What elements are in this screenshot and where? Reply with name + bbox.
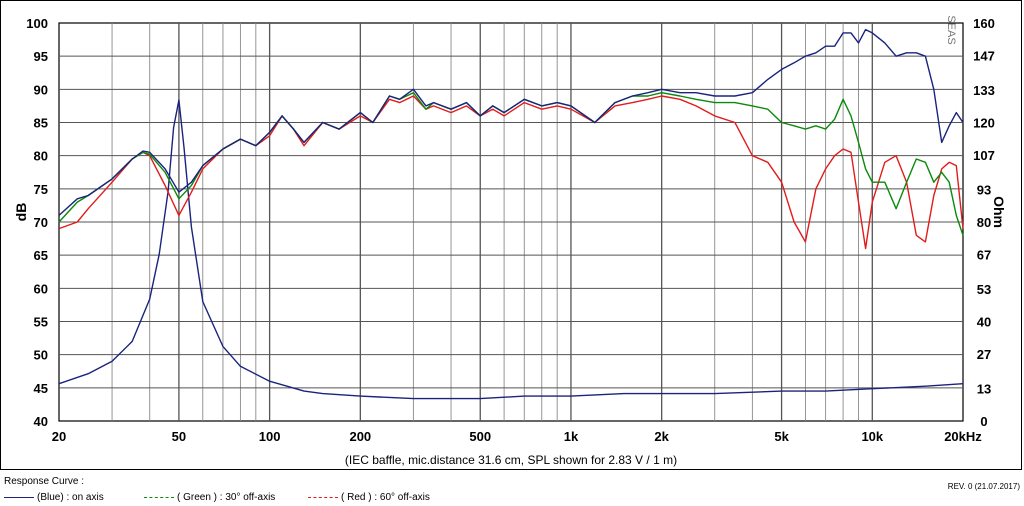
revision-label: REV. 0 (21.07.2017) bbox=[947, 482, 1020, 491]
y-tick-label: 80 bbox=[34, 149, 48, 164]
y2-tick-label: 27 bbox=[977, 347, 991, 362]
x-tick-label: 500 bbox=[469, 429, 491, 444]
y-tick-label: 60 bbox=[34, 281, 48, 296]
y2-tick-label: 53 bbox=[977, 282, 991, 297]
y-tick-label: 65 bbox=[34, 248, 48, 263]
legend-title: Response Curve : bbox=[4, 476, 85, 487]
y-tick-label: 40 bbox=[34, 414, 48, 429]
tick-labels: 20 50 100 200 500 1k 2k 5k 10k 20kHz1009590858075… bbox=[26, 16, 995, 444]
y2-tick-label: 133 bbox=[973, 83, 995, 98]
legend-item-blue: (Blue) : on axis bbox=[4, 492, 104, 503]
y2-tick-label: 40 bbox=[977, 315, 991, 330]
legend-swatch-green bbox=[144, 497, 174, 498]
x-tick-label: 1k bbox=[564, 429, 579, 444]
seas-watermark: SEAS bbox=[945, 15, 957, 44]
y-tick-label: 90 bbox=[34, 82, 48, 97]
y-tick-label: 55 bbox=[34, 315, 48, 330]
y-tick-label: 50 bbox=[34, 348, 48, 363]
y2-tick-label: 120 bbox=[973, 116, 995, 131]
y-axis-label: dB bbox=[13, 203, 29, 222]
x-tick-label: 2k bbox=[654, 429, 669, 444]
legend: Response Curve : (Blue) : on axis ( Gree… bbox=[4, 476, 1020, 506]
y2-tick-label: 80 bbox=[977, 215, 991, 230]
legend-swatch-blue bbox=[4, 497, 34, 498]
y-tick-label: 85 bbox=[34, 116, 48, 131]
y-tick-label: 95 bbox=[34, 49, 48, 64]
curves bbox=[58, 28, 964, 400]
chart-frame bbox=[0, 0, 1022, 470]
x-tick-label: 200 bbox=[349, 429, 371, 444]
y2-tick-label: 93 bbox=[977, 183, 991, 198]
x-tick-label: 50 bbox=[172, 429, 186, 444]
y2-tick-label: 0 bbox=[980, 414, 987, 429]
x-tick-label: 100 bbox=[259, 429, 281, 444]
y2-tick-label: 13 bbox=[977, 382, 991, 397]
legend-swatch-red bbox=[308, 497, 338, 498]
chart-caption: (IEC baffle, mic.distance 31.6 cm, SPL s… bbox=[345, 453, 677, 467]
series-line-blue bbox=[58, 28, 964, 216]
frequency-response-chart: 20 50 100 200 500 1k 2k 5k 10k 20kHz1009590858075… bbox=[13, 15, 1007, 467]
grid-lines bbox=[58, 22, 964, 422]
x-tick-label: 20kHz bbox=[944, 429, 982, 444]
y-tick-label: 100 bbox=[26, 16, 48, 31]
x-tick-label: 10k bbox=[861, 429, 883, 444]
legend-item-red: ( Red ) : 60° off-axis bbox=[308, 492, 430, 503]
y2-tick-label: 160 bbox=[973, 16, 995, 31]
y2-axis-label: Ohm bbox=[991, 196, 1007, 228]
legend-label-red: ( Red ) : 60° off-axis bbox=[341, 492, 430, 503]
legend-label-blue: (Blue) : on axis bbox=[37, 492, 104, 503]
y-tick-label: 70 bbox=[34, 215, 48, 230]
x-tick-label: 5k bbox=[774, 429, 789, 444]
y2-tick-label: 67 bbox=[977, 247, 991, 262]
x-tick-label: 20 bbox=[52, 429, 66, 444]
y-tick-label: 75 bbox=[34, 182, 48, 197]
legend-item-green: ( Green ) : 30° off-axis bbox=[144, 492, 275, 503]
y2-tick-label: 107 bbox=[973, 148, 995, 163]
y-tick-label: 45 bbox=[34, 381, 48, 396]
y2-tick-label: 147 bbox=[973, 48, 995, 63]
legend-label-green: ( Green ) : 30° off-axis bbox=[177, 492, 276, 503]
series-line-impedance bbox=[58, 99, 964, 400]
